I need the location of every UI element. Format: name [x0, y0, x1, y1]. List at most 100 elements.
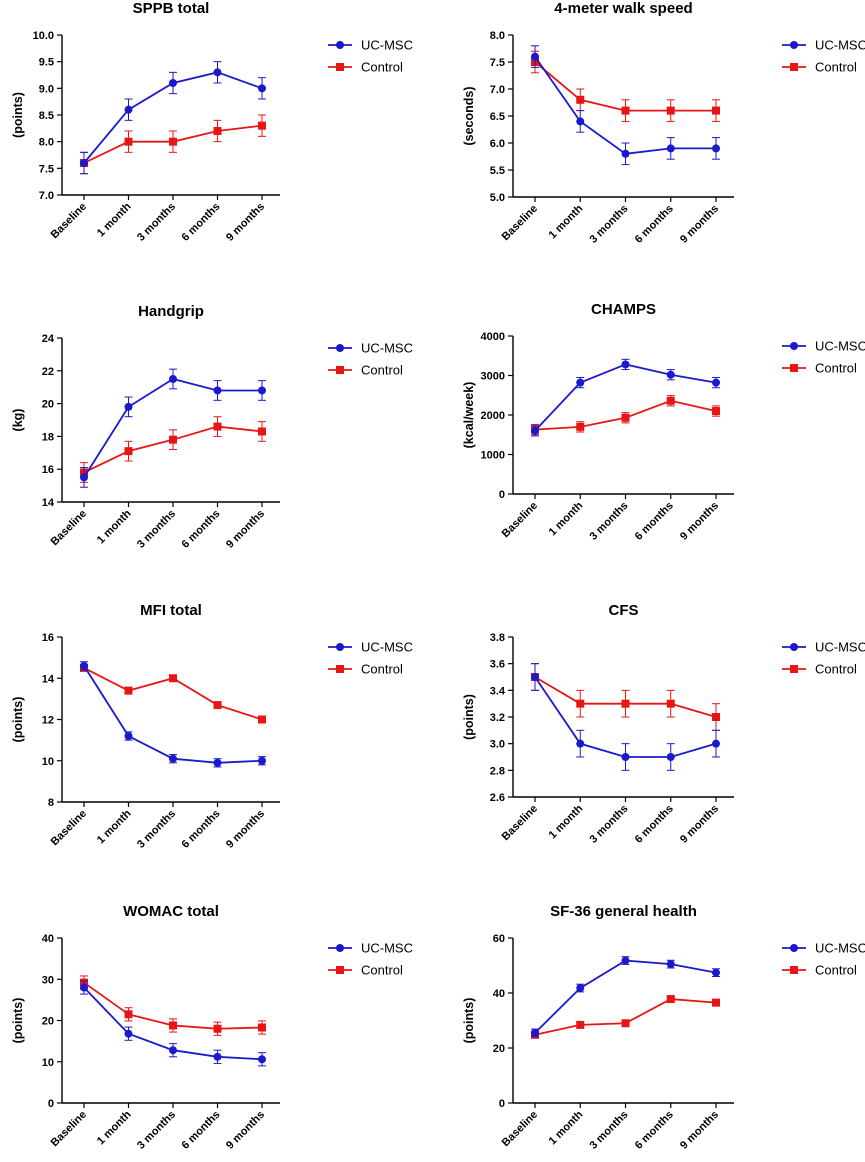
chart-title: Handgrip: [138, 303, 204, 320]
series-control: [531, 663, 720, 731]
data-point: [621, 360, 630, 369]
y-tick-label: 60: [493, 933, 505, 945]
data-point: [621, 1019, 630, 1028]
data-point: [258, 1023, 266, 1032]
data-point: [666, 106, 675, 115]
series-line-control: [534, 998, 717, 1036]
series-control: [80, 975, 266, 1036]
y-tick-label: 5.5: [490, 165, 505, 177]
y-tick-label: 10: [42, 756, 54, 768]
chart-title: SPPB total: [133, 0, 210, 17]
legend-marker: [790, 364, 798, 372]
y-tick-label: 9.5: [39, 57, 54, 69]
data-point: [258, 386, 266, 395]
data-point: [666, 699, 675, 708]
legend-label: Control: [815, 963, 857, 978]
data-point: [124, 402, 133, 411]
x-tick-label: 1 month: [95, 1108, 134, 1147]
data-point: [712, 106, 720, 115]
legend-label: Control: [361, 363, 403, 378]
chart-title: SF-36 general health: [550, 903, 697, 920]
x-tick-label: 9 months: [224, 808, 267, 851]
data-point: [621, 149, 630, 158]
series-uc-msc: [80, 661, 266, 768]
x-tick-label: 3 months: [135, 808, 178, 851]
chart-cfs: CFS 2.6 2.8 3.0 3.2 3.4 3.6 3.8 Baseline 1 month 3…: [462, 602, 865, 846]
data-point: [124, 1029, 133, 1038]
data-point: [712, 378, 720, 387]
y-axis-label: (kg): [11, 409, 25, 432]
x-tick-label: 3 months: [135, 1109, 178, 1152]
x-tick-label: 6 months: [180, 201, 223, 244]
data-point: [666, 396, 675, 405]
y-tick-label: 2.6: [490, 792, 505, 804]
chart-4-meter-walk-speed: 4-meter walk speed 5.0 5.5 6.0 6.5 7.0 7.5 8.0 B…: [462, 0, 865, 246]
data-point: [576, 1020, 585, 1029]
x-tick-label: Baseline: [49, 508, 89, 548]
series-control: [80, 663, 266, 724]
x-tick-label: 3 months: [135, 508, 178, 551]
x-tick-label: Baseline: [49, 808, 89, 848]
x-tick-label: 6 months: [180, 508, 223, 551]
y-tick-label: 7.0: [39, 190, 54, 202]
x-tick-label: 6 months: [633, 203, 676, 246]
x-tick-label: 6 months: [633, 1109, 676, 1152]
x-tick-label: 9 months: [678, 203, 721, 246]
y-tick-label: 3000: [481, 371, 505, 383]
y-tick-label: 6.5: [490, 111, 505, 123]
y-tick-label: 0: [499, 1098, 505, 1110]
data-point: [169, 754, 177, 763]
chart-title: WOMAC total: [123, 903, 219, 920]
x-tick-label: 9 months: [224, 1109, 267, 1152]
x-tick-label: Baseline: [49, 201, 89, 241]
x-tick-label: Baseline: [500, 500, 540, 540]
y-tick-label: 7.5: [490, 57, 505, 69]
y-tick-label: 22: [42, 366, 54, 378]
chart-handgrip: Handgrip 14 16 18 20 22 24 Baseline 1 month 3 mon…: [11, 303, 413, 551]
legend-label: Control: [361, 60, 403, 75]
data-point: [621, 413, 630, 422]
data-point: [621, 956, 630, 965]
y-tick-label: 4000: [481, 331, 505, 343]
series-control: [531, 995, 720, 1039]
chart-title: MFI total: [140, 602, 202, 619]
x-tick-label: 9 months: [224, 201, 267, 244]
x-tick-label: 6 months: [633, 803, 676, 846]
legend-label: UC-MSC: [815, 640, 865, 655]
y-tick-label: 10.0: [33, 30, 54, 42]
series-uc-msc: [80, 368, 266, 488]
legend-label: UC-MSC: [361, 640, 413, 655]
y-tick-label: 3.4: [490, 685, 506, 697]
data-point: [621, 753, 630, 761]
data-point: [213, 701, 222, 710]
series-uc-msc: [531, 956, 720, 1038]
legend-marker: [336, 944, 344, 952]
legend: UC-MSC Control: [782, 38, 865, 75]
y-tick-label: 3.0: [490, 739, 505, 751]
data-point: [712, 998, 720, 1007]
y-tick-label: 2.8: [490, 765, 505, 777]
y-tick-label: 0: [499, 489, 505, 501]
y-tick-label: 5.0: [490, 192, 505, 204]
chart-sppb-total: SPPB total 7.0 7.5 8.0 8.5 9.0 9.5 10.0 Baseline…: [11, 0, 413, 244]
data-point: [576, 422, 585, 431]
data-point: [531, 1028, 539, 1037]
y-tick-label: 20: [42, 399, 54, 411]
x-tick-label: 9 months: [224, 508, 267, 551]
legend-label: UC-MSC: [361, 941, 413, 956]
y-tick-label: 40: [42, 933, 54, 945]
x-tick-label: 1 month: [547, 499, 586, 538]
series-uc-msc: [531, 45, 720, 166]
legend-marker: [790, 41, 798, 49]
chart-sf-36-general-health: SF-36 general health 0 20 40 60 Baseline 1 mon…: [462, 903, 865, 1152]
legend-label: Control: [361, 662, 403, 677]
legend-marker: [790, 966, 798, 974]
y-tick-label: 8.0: [490, 30, 505, 42]
x-tick-label: 1 month: [95, 200, 134, 239]
data-point: [531, 52, 539, 61]
legend: UC-MSC Control: [328, 941, 413, 978]
y-tick-label: 10: [42, 1057, 54, 1069]
x-tick-label: 1 month: [95, 507, 134, 546]
y-tick-label: 0: [48, 1098, 54, 1110]
series-uc-msc: [531, 358, 720, 437]
